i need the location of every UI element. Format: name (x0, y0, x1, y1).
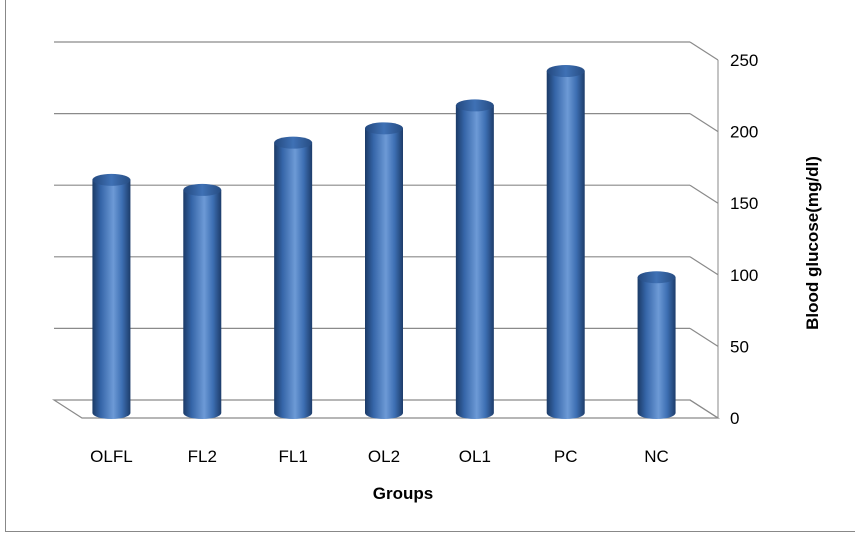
y-axis-title: Blood glucose(mg/dl) (803, 156, 822, 330)
labels-layer: 0 50 100 150 200 250 OLFL FL2 FL1 OL2 OL1 PC NC (90, 51, 758, 466)
x-tick-label: OL2 (368, 447, 400, 466)
gridline-depth (689, 256, 719, 276)
bar-cap (92, 173, 131, 186)
bar (92, 173, 131, 419)
bar (546, 65, 585, 419)
bar (455, 99, 494, 419)
bar-cap (274, 136, 313, 149)
x-tick-label: FL1 (278, 447, 307, 466)
gridline-depth (689, 41, 719, 61)
y-tick-label: 200 (730, 123, 758, 142)
y-tick-label: 250 (730, 51, 758, 70)
x-tick-label: OL1 (459, 447, 491, 466)
gridline-depth (689, 327, 719, 347)
bar-cap (183, 183, 222, 196)
bar-body (92, 179, 131, 419)
bar (183, 183, 222, 419)
bar-cap (365, 122, 403, 135)
bars-layer (92, 65, 676, 419)
chart-frame (5, 0, 855, 532)
bar-body (637, 277, 676, 419)
x-tick-label: FL2 (188, 447, 217, 466)
gridline-depth (689, 399, 719, 419)
y-tick-label: 0 (730, 409, 739, 428)
bar-body (365, 128, 403, 419)
bar-cap (637, 271, 676, 284)
bar-body (183, 189, 222, 419)
bar-body (274, 142, 313, 419)
gridline-depth (689, 113, 719, 133)
bar (365, 122, 403, 419)
bar (274, 136, 313, 419)
x-tick-label: OLFL (90, 447, 133, 466)
x-tick-label: NC (644, 447, 669, 466)
bar-body (546, 71, 585, 419)
x-tick-label: PC (554, 447, 578, 466)
y-tick-label: 100 (730, 266, 758, 285)
bar-cap (455, 99, 494, 112)
gridline-depth (689, 184, 719, 204)
bar-body (455, 105, 494, 419)
bar (637, 271, 676, 419)
y-tick-label: 50 (730, 337, 749, 356)
y-tick-label: 150 (730, 194, 758, 213)
x-axis-title: Groups (373, 484, 433, 503)
bar-cap (546, 65, 585, 78)
